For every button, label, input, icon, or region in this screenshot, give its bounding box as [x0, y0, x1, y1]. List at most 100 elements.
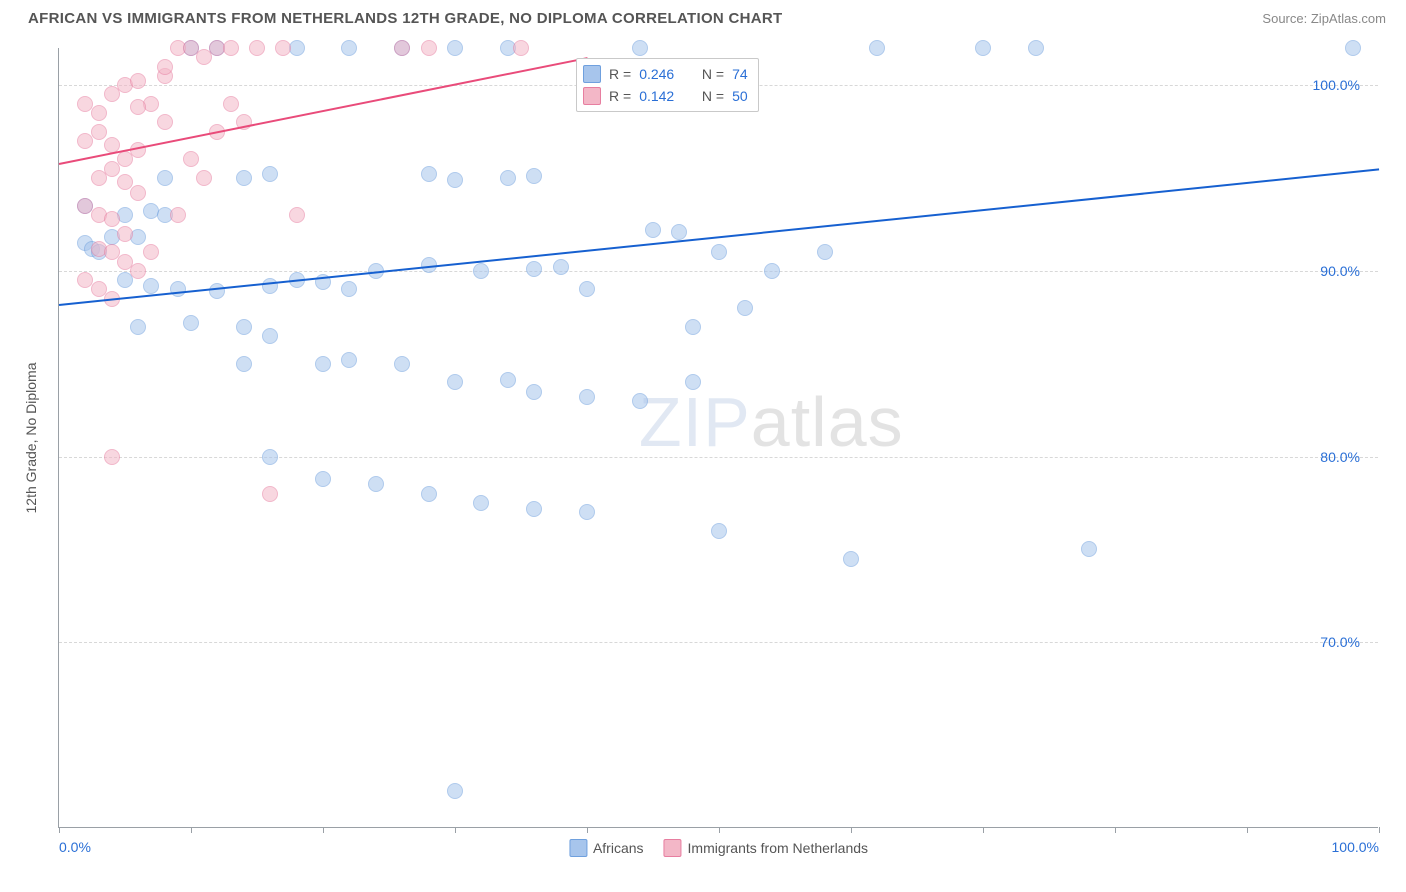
data-point-netherlands [104, 449, 120, 465]
chart-title: AFRICAN VS IMMIGRANTS FROM NETHERLANDS 1… [28, 10, 783, 27]
data-point-africans [368, 476, 384, 492]
data-point-africans [447, 374, 463, 390]
x-tick [587, 827, 588, 833]
data-point-netherlands [157, 59, 173, 75]
data-point-africans [262, 278, 278, 294]
data-point-africans [764, 263, 780, 279]
data-point-africans [526, 261, 542, 277]
data-point-africans [843, 551, 859, 567]
data-point-africans [632, 40, 648, 56]
x-tick [323, 827, 324, 833]
data-point-netherlands [130, 185, 146, 201]
data-point-africans [1081, 541, 1097, 557]
data-point-africans [553, 259, 569, 275]
data-point-netherlands [249, 40, 265, 56]
data-point-netherlands [130, 73, 146, 89]
data-point-africans [869, 40, 885, 56]
trend-line-africans [59, 169, 1379, 307]
x-tick [1115, 827, 1116, 833]
data-point-africans [315, 471, 331, 487]
data-point-africans [262, 449, 278, 465]
data-point-africans [711, 244, 727, 260]
data-point-africans [236, 170, 252, 186]
data-point-africans [236, 356, 252, 372]
data-point-africans [632, 393, 648, 409]
x-tick-label: 0.0% [59, 839, 91, 855]
data-point-netherlands [196, 170, 212, 186]
gridline [59, 457, 1378, 458]
data-point-netherlands [104, 161, 120, 177]
data-point-africans [341, 40, 357, 56]
legend-swatch-icon [583, 87, 601, 105]
data-point-africans [1028, 40, 1044, 56]
data-point-africans [526, 501, 542, 517]
data-point-africans [447, 783, 463, 799]
legend-item-africans: Africans [569, 839, 644, 857]
correlation-row-africans: R = 0.246 N = 74 [583, 63, 748, 85]
data-point-netherlands [143, 244, 159, 260]
data-point-africans [975, 40, 991, 56]
legend-label: Africans [593, 840, 644, 856]
data-point-africans [473, 263, 489, 279]
watermark-part2: atlas [751, 383, 904, 461]
data-point-netherlands [421, 40, 437, 56]
data-point-africans [447, 172, 463, 188]
data-point-africans [671, 224, 687, 240]
data-point-netherlands [262, 486, 278, 502]
data-point-africans [447, 40, 463, 56]
data-point-netherlands [223, 96, 239, 112]
y-axis-label: 12th Grade, No Diploma [23, 362, 39, 513]
data-point-africans [157, 170, 173, 186]
x-tick [191, 827, 192, 833]
data-point-africans [421, 486, 437, 502]
data-point-africans [183, 315, 199, 331]
data-point-africans [526, 384, 542, 400]
data-point-netherlands [117, 226, 133, 242]
data-point-netherlands [170, 207, 186, 223]
data-point-africans [341, 281, 357, 297]
source-link[interactable]: ZipAtlas.com [1311, 11, 1386, 26]
data-point-africans [262, 166, 278, 182]
data-point-netherlands [104, 211, 120, 227]
x-tick [455, 827, 456, 833]
x-tick [1379, 827, 1380, 833]
correlation-row-netherlands: R = 0.142 N = 50 [583, 85, 748, 107]
x-tick [59, 827, 60, 833]
data-point-africans [209, 283, 225, 299]
data-point-netherlands [91, 124, 107, 140]
data-point-netherlands [117, 174, 133, 190]
data-point-africans [315, 356, 331, 372]
data-point-africans [130, 319, 146, 335]
correlation-legend: R = 0.246 N = 74R = 0.142 N = 50 [576, 58, 759, 112]
data-point-africans [143, 278, 159, 294]
x-tick-label: 100.0% [1332, 839, 1379, 855]
x-tick [983, 827, 984, 833]
data-point-africans [236, 319, 252, 335]
x-tick [851, 827, 852, 833]
legend-item-netherlands: Immigrants from Netherlands [664, 839, 869, 857]
data-point-africans [500, 372, 516, 388]
data-point-netherlands [223, 40, 239, 56]
data-point-netherlands [157, 114, 173, 130]
legend-swatch-icon [664, 839, 682, 857]
gridline [59, 642, 1378, 643]
data-point-africans [737, 300, 753, 316]
data-point-netherlands [130, 99, 146, 115]
data-point-africans [1345, 40, 1361, 56]
chart-plot-area: 12th Grade, No Diploma ZIPatlas 70.0%80.… [58, 48, 1378, 828]
source-attribution: Source: ZipAtlas.com [1262, 11, 1386, 26]
data-point-africans [500, 170, 516, 186]
data-point-africans [645, 222, 661, 238]
series-legend: Africans Immigrants from Netherlands [569, 839, 868, 857]
data-point-africans [473, 495, 489, 511]
data-point-africans [685, 319, 701, 335]
y-tick-label: 70.0% [1320, 634, 1360, 650]
data-point-netherlands [289, 207, 305, 223]
data-point-africans [579, 504, 595, 520]
data-point-africans [421, 166, 437, 182]
legend-label: Immigrants from Netherlands [688, 840, 869, 856]
watermark-part1: ZIP [639, 383, 751, 461]
y-tick-label: 100.0% [1313, 77, 1360, 93]
watermark: ZIPatlas [639, 382, 904, 462]
data-point-netherlands [275, 40, 291, 56]
